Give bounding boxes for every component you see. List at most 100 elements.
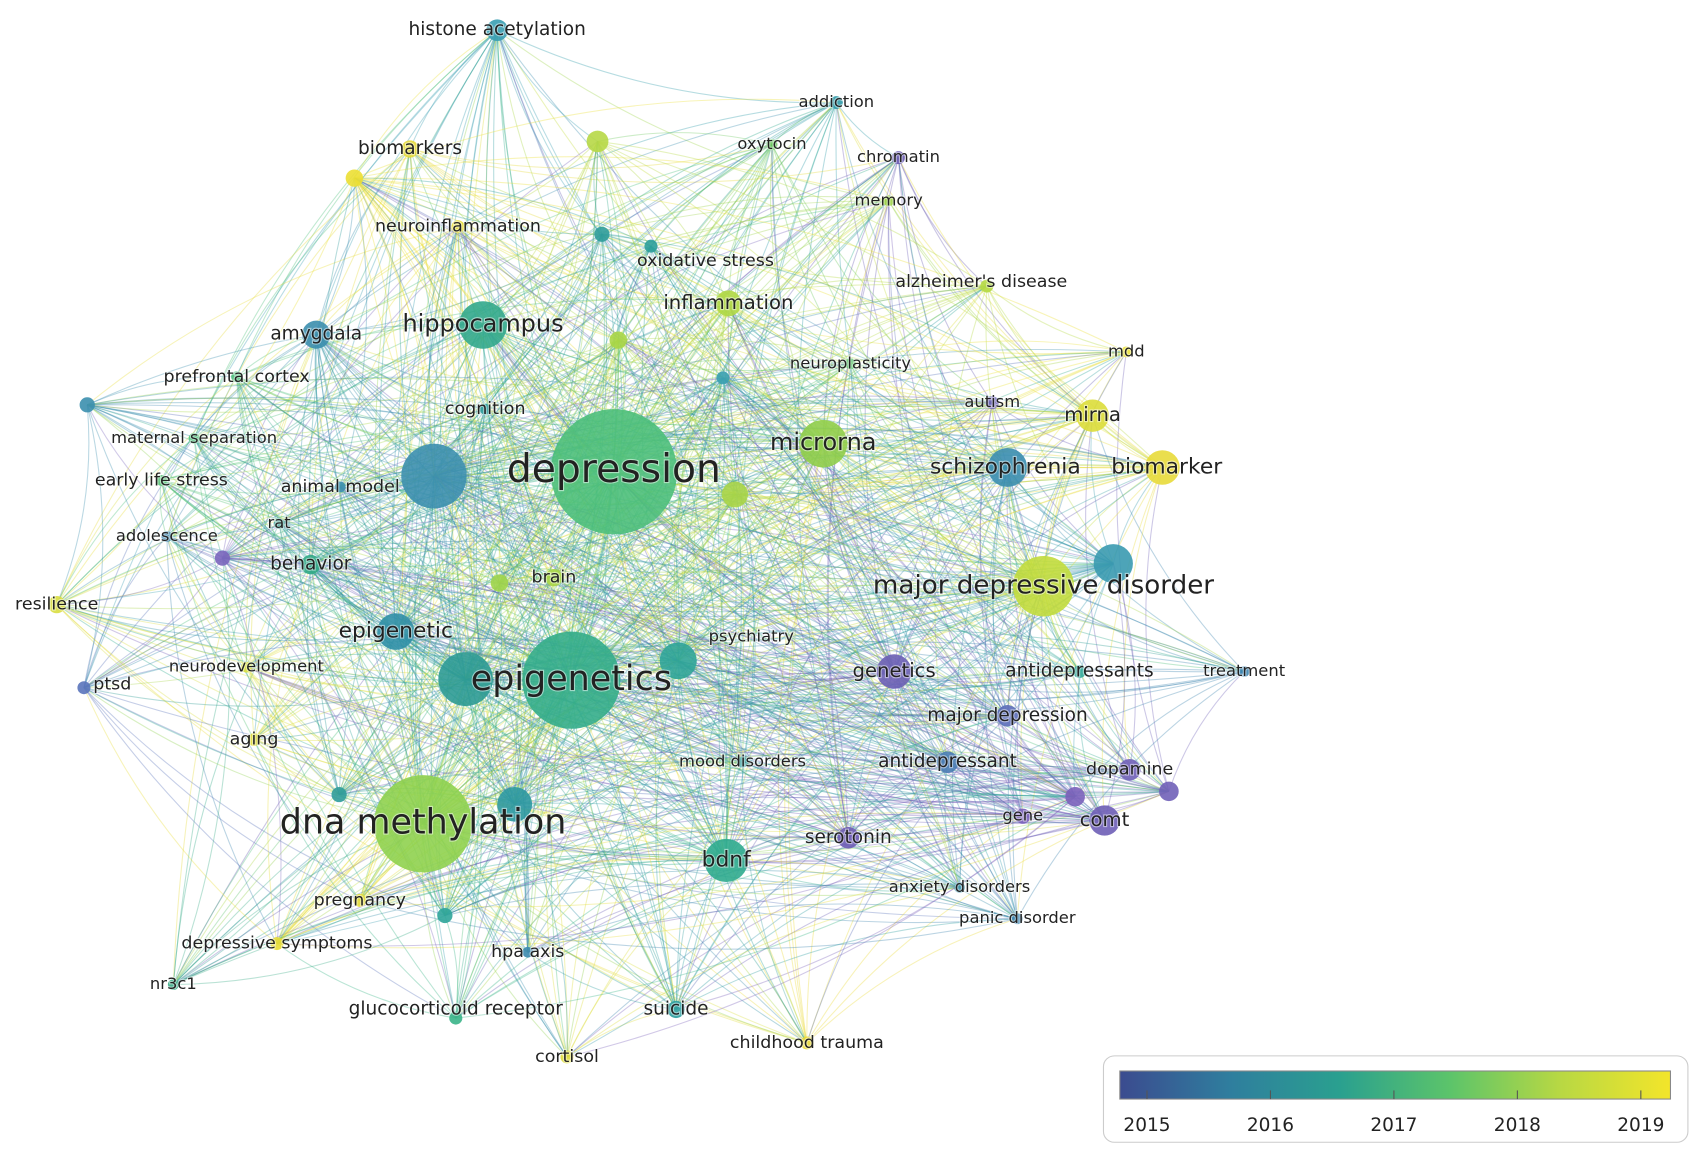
edge <box>395 631 808 1044</box>
edge <box>527 443 824 953</box>
edge <box>222 540 1245 673</box>
node-label: major depressive disorder <box>873 571 1214 601</box>
edge <box>391 226 459 632</box>
edge <box>56 557 223 606</box>
edge <box>597 141 683 661</box>
edge <box>353 177 467 680</box>
node-label: dopamine <box>1086 760 1173 780</box>
edge <box>339 486 466 680</box>
node <box>704 838 749 883</box>
node-label: antidepressants <box>1005 661 1153 682</box>
edge <box>315 334 486 410</box>
edge <box>278 141 599 525</box>
edge <box>677 660 1105 822</box>
edge <box>675 585 1044 1010</box>
edge <box>893 467 1008 672</box>
node <box>715 290 742 317</box>
edge <box>597 141 849 838</box>
edge <box>166 536 572 681</box>
edge <box>457 226 619 341</box>
edge <box>822 443 895 672</box>
edge <box>835 102 1044 587</box>
edge <box>613 471 1245 673</box>
edge <box>433 475 849 839</box>
edge <box>315 334 572 681</box>
edge <box>1074 671 1245 798</box>
edge <box>236 376 1169 792</box>
edge <box>222 363 851 559</box>
edge <box>734 494 949 763</box>
edge <box>677 660 727 861</box>
edge <box>728 302 1163 469</box>
edge <box>414 30 498 1019</box>
edge <box>835 102 1106 821</box>
edge <box>236 376 466 680</box>
tick-label: 2018 <box>1494 1115 1541 1136</box>
edge <box>499 582 960 888</box>
node-label: neurodevelopment <box>169 657 324 676</box>
edge <box>675 815 1023 1010</box>
edge <box>56 604 727 861</box>
edge <box>822 443 1024 817</box>
edge <box>161 480 849 839</box>
edge <box>310 234 603 566</box>
edge <box>222 557 340 795</box>
edge <box>222 486 341 559</box>
edge <box>734 494 895 672</box>
edge <box>618 337 993 404</box>
edge <box>897 157 1106 821</box>
node <box>479 403 491 415</box>
edge <box>173 678 467 986</box>
node-label: major depression <box>927 705 1087 726</box>
edge <box>193 283 987 439</box>
edge <box>496 30 603 235</box>
edge <box>484 157 899 410</box>
edge <box>571 679 948 763</box>
edge <box>87 375 237 406</box>
edge <box>422 141 599 825</box>
edge <box>457 226 1093 417</box>
edge <box>613 471 1170 792</box>
edge <box>597 140 988 287</box>
edge <box>1006 467 1170 792</box>
edge <box>514 779 1023 817</box>
edge <box>465 678 677 1010</box>
edge <box>482 324 1018 920</box>
edge <box>725 285 988 861</box>
edge <box>742 761 1105 824</box>
edge <box>418 408 486 824</box>
edge <box>193 144 773 439</box>
edge <box>246 666 466 688</box>
edge <box>482 324 1130 771</box>
edge <box>823 410 1093 445</box>
edge <box>278 523 1076 798</box>
edge <box>465 351 1127 680</box>
edge <box>278 226 459 524</box>
edge <box>893 466 1163 672</box>
edge <box>444 671 895 916</box>
edge <box>464 30 568 1058</box>
edge <box>722 376 1163 468</box>
edge <box>253 641 1245 741</box>
edge <box>480 409 500 584</box>
edge <box>339 486 1105 822</box>
node-label: aging <box>230 730 279 750</box>
node-label: cognition <box>445 399 526 419</box>
edge <box>422 668 1245 825</box>
edge <box>433 144 773 477</box>
edge <box>222 557 1105 821</box>
edge <box>604 471 677 1010</box>
edge <box>822 443 1018 920</box>
edge <box>822 443 948 763</box>
edge <box>822 351 1127 445</box>
edge <box>86 404 424 824</box>
edge <box>339 486 895 673</box>
edge <box>433 475 679 662</box>
edge <box>395 494 736 633</box>
edge <box>1078 671 1170 792</box>
edge <box>722 377 1106 821</box>
edge <box>409 148 572 681</box>
edge <box>359 796 1076 908</box>
edge <box>166 148 411 537</box>
node <box>188 432 200 444</box>
